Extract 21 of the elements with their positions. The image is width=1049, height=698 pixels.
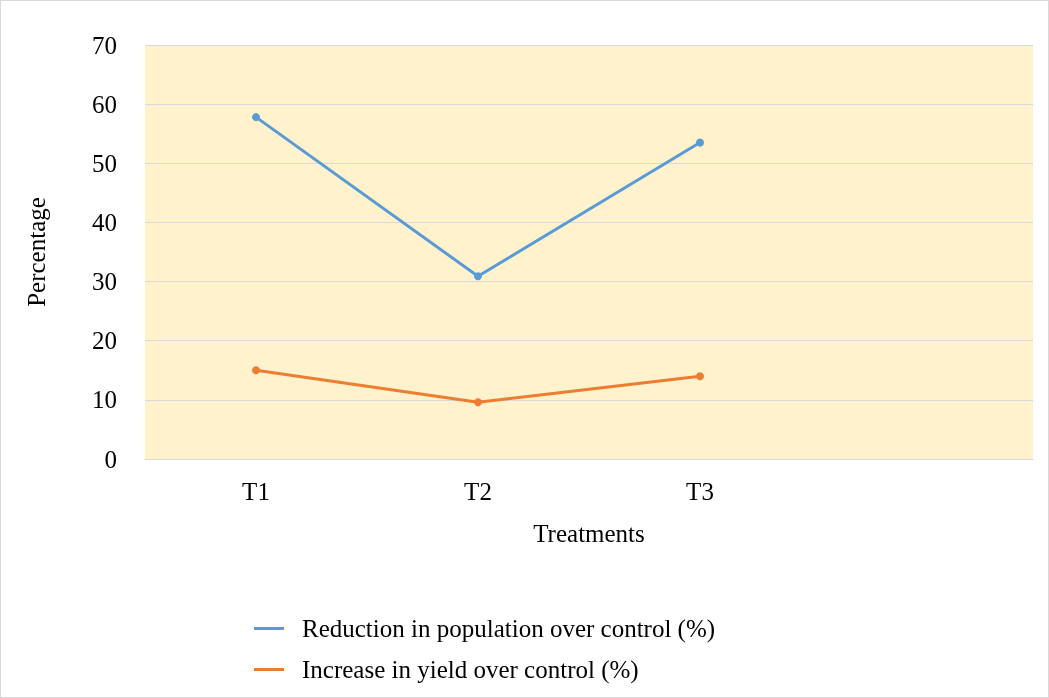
y-tick-label: 30 <box>92 268 117 296</box>
y-tick-label: 10 <box>92 386 117 414</box>
y-tick-label: 40 <box>92 208 117 236</box>
y-tick-label: 50 <box>92 149 117 177</box>
point <box>696 372 704 381</box>
x-tick-label: T1 <box>242 478 270 505</box>
y-tick-label: 70 <box>92 31 117 59</box>
x-tick-label: T2 <box>464 478 492 505</box>
point <box>474 398 482 407</box>
point <box>474 272 482 281</box>
y-tick-label: 20 <box>92 327 117 355</box>
y-tick-label: 0 <box>104 445 117 473</box>
x-axis-title: Treatments <box>533 520 645 547</box>
y-tick-label: 60 <box>92 90 117 118</box>
point <box>252 366 260 375</box>
y-axis-title: Percentage <box>23 197 50 307</box>
legend-label: Reduction in population over control (%) <box>302 615 716 643</box>
point <box>252 113 260 122</box>
point <box>696 138 704 147</box>
legend-label: Increase in yield over control (%) <box>302 656 639 684</box>
x-tick-label: T3 <box>686 478 714 505</box>
